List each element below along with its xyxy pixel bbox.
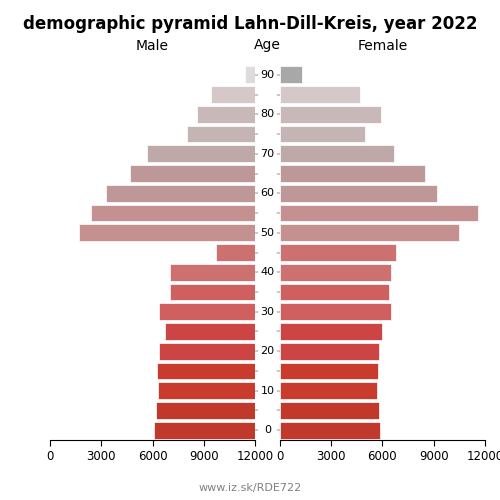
Text: 20: 20 <box>260 346 274 356</box>
Text: 70: 70 <box>260 149 274 159</box>
Bar <box>280 323 382 340</box>
Bar <box>106 185 255 202</box>
Bar <box>170 264 255 280</box>
Bar <box>170 284 255 300</box>
Bar <box>158 382 255 399</box>
Bar <box>280 402 379 419</box>
Bar <box>280 66 302 84</box>
Bar <box>245 66 255 84</box>
Bar <box>280 362 378 380</box>
Bar <box>197 106 255 122</box>
Bar <box>130 165 255 182</box>
Text: demographic pyramid Lahn-Dill-Kreis, year 2022: demographic pyramid Lahn-Dill-Kreis, yea… <box>23 15 477 33</box>
Bar <box>216 244 255 261</box>
Bar <box>280 304 391 320</box>
Bar <box>280 382 378 399</box>
Text: Female: Female <box>358 38 408 52</box>
Bar <box>154 422 255 438</box>
Bar <box>280 343 379 359</box>
Bar <box>79 224 255 241</box>
Bar <box>160 343 255 359</box>
Text: 30: 30 <box>260 306 274 316</box>
Text: 40: 40 <box>260 267 274 277</box>
Text: 60: 60 <box>260 188 274 198</box>
Bar <box>280 106 380 122</box>
Bar <box>280 284 389 300</box>
Text: 80: 80 <box>260 110 274 120</box>
Text: 0: 0 <box>264 425 271 435</box>
Bar <box>280 422 380 438</box>
Bar <box>187 126 255 142</box>
Text: www.iz.sk/RDE722: www.iz.sk/RDE722 <box>198 482 302 492</box>
Bar <box>280 224 460 241</box>
Bar <box>158 304 255 320</box>
Bar <box>157 362 255 380</box>
Text: 10: 10 <box>260 386 274 396</box>
Text: 50: 50 <box>260 228 274 238</box>
Bar <box>91 204 255 222</box>
Bar <box>148 146 255 162</box>
Bar <box>280 244 396 261</box>
Bar <box>280 146 394 162</box>
Text: Male: Male <box>136 38 169 52</box>
Bar <box>210 86 255 103</box>
Bar <box>280 126 366 142</box>
Bar <box>280 185 437 202</box>
Bar <box>280 264 391 280</box>
Bar <box>280 204 478 222</box>
Bar <box>280 165 425 182</box>
Bar <box>164 323 255 340</box>
Text: 90: 90 <box>260 70 274 80</box>
Bar <box>280 86 360 103</box>
Text: Age: Age <box>254 38 281 52</box>
Bar <box>156 402 255 419</box>
